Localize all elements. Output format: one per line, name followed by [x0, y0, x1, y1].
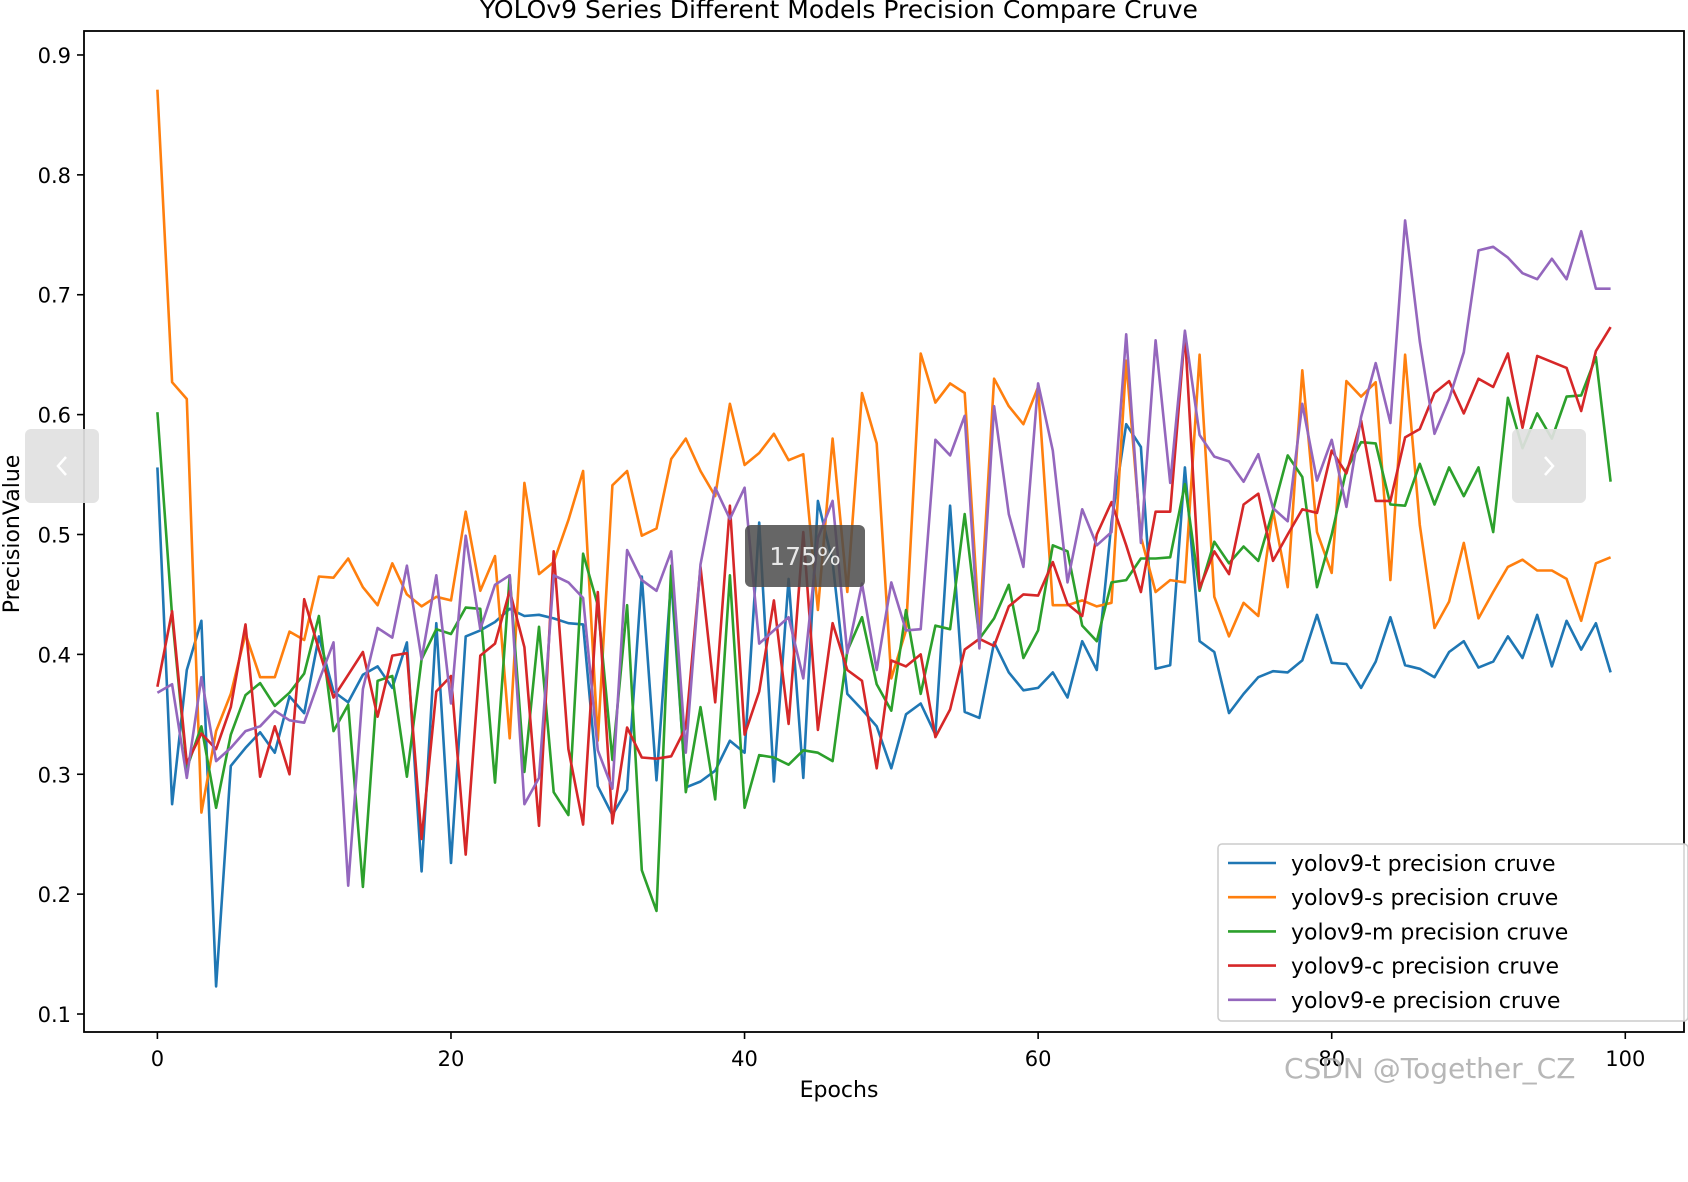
series-line-5	[156, 219, 1611, 888]
legend-label: yolov9-e precision cruve	[1291, 989, 1560, 1014]
y-tick-label: 0.3	[38, 763, 71, 787]
y-tick-label: 0.5	[38, 523, 71, 547]
x-tick-label: 80	[1318, 1047, 1345, 1071]
y-axis-label: PrecisionValue	[0, 455, 25, 614]
x-tick-label: 20	[438, 1047, 465, 1071]
legend-label: yolov9-s precision cruve	[1291, 886, 1558, 911]
x-tick-label: 60	[1025, 1047, 1052, 1071]
y-tick-label: 0.7	[38, 284, 71, 308]
next-image-button[interactable]	[1512, 429, 1586, 503]
chevron-right-icon	[1544, 456, 1555, 476]
plot-frame	[83, 30, 1685, 1033]
x-axis-label: Epochs	[800, 1078, 879, 1103]
chart-title: YOLOv9 Series Different Models Precision…	[479, 0, 1198, 24]
y-tick-label: 0.4	[38, 643, 71, 667]
series-lines	[156, 89, 1612, 988]
y-tick-label: 0.8	[38, 164, 71, 188]
legend-box	[1217, 843, 1688, 1022]
y-tick-label: 0.2	[38, 883, 71, 907]
legend-label: yolov9-m precision cruve	[1291, 920, 1568, 945]
legend-label: yolov9-c precision cruve	[1291, 955, 1559, 980]
chevron-left-icon	[56, 456, 67, 476]
y-tick-label: 0.1	[38, 1003, 71, 1027]
y-tick-label: 0.9	[38, 44, 71, 68]
x-tick-label: 100	[1605, 1047, 1645, 1071]
x-tick-label: 0	[151, 1047, 164, 1071]
y-tick-label: 0.6	[38, 404, 71, 428]
series-line-4	[156, 326, 1612, 856]
legend-label: yolov9-t precision cruve	[1291, 852, 1556, 877]
watermark-text: CSDN @Together_CZ	[1284, 1052, 1576, 1085]
prev-image-button[interactable]	[25, 429, 99, 503]
axis-ticks: 0 20 40 60 80 100 0.1 0.2 0.3 0.4 0.5 0.6 0.7 0.8 0.9	[38, 44, 1646, 1071]
zoom-level-badge: 175%	[745, 525, 865, 587]
x-tick-label: 40	[731, 1047, 758, 1071]
chart-legend: yolov9-t precision cruve yolov9-s precisi…	[1217, 843, 1688, 1022]
series-line-1	[156, 422, 1612, 988]
series-line-3	[156, 355, 1612, 913]
